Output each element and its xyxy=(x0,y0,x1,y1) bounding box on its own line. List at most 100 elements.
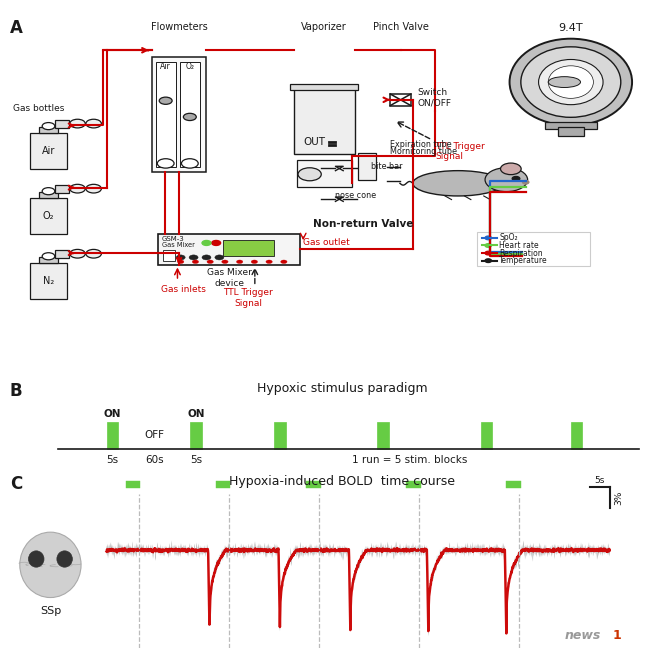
Circle shape xyxy=(522,180,529,184)
Text: Gas outlet: Gas outlet xyxy=(303,238,350,247)
Text: A: A xyxy=(10,19,22,37)
Bar xyxy=(358,152,376,180)
Bar xyxy=(155,62,176,167)
Text: Gas Mixer: Gas Mixer xyxy=(162,242,195,248)
Circle shape xyxy=(266,260,272,264)
Text: TTL Trigger
Signal: TTL Trigger Signal xyxy=(224,288,273,307)
Bar xyxy=(55,250,69,258)
Circle shape xyxy=(485,236,492,240)
Text: Mornitoring tube: Mornitoring tube xyxy=(390,147,457,156)
Text: Gas inlets: Gas inlets xyxy=(161,284,206,294)
Ellipse shape xyxy=(509,38,632,126)
Text: Flowmeters: Flowmeters xyxy=(151,22,207,33)
Circle shape xyxy=(184,113,196,120)
Circle shape xyxy=(207,260,213,264)
Text: B: B xyxy=(10,382,22,400)
Bar xyxy=(407,481,420,488)
Text: 5s: 5s xyxy=(595,476,605,485)
Circle shape xyxy=(178,260,184,264)
Circle shape xyxy=(501,163,521,174)
Circle shape xyxy=(157,159,174,168)
Circle shape xyxy=(251,260,257,264)
Bar xyxy=(30,263,66,299)
Bar xyxy=(480,422,492,449)
Circle shape xyxy=(280,260,287,264)
Text: Hypoxic stimulus paradigm: Hypoxic stimulus paradigm xyxy=(257,382,427,395)
Circle shape xyxy=(485,259,492,262)
Text: Switch
ON/OFF: Switch ON/OFF xyxy=(417,88,451,107)
Text: SpO₂: SpO₂ xyxy=(499,234,518,242)
Text: Gas bottles: Gas bottles xyxy=(13,104,64,113)
Bar xyxy=(297,159,351,187)
Circle shape xyxy=(42,187,55,195)
Bar xyxy=(30,198,66,234)
Circle shape xyxy=(485,251,492,255)
Text: Expiration tube: Expiration tube xyxy=(390,140,452,149)
Circle shape xyxy=(215,255,224,260)
Text: bite bar: bite bar xyxy=(371,161,403,171)
Circle shape xyxy=(86,184,101,193)
Bar xyxy=(293,86,355,154)
Circle shape xyxy=(42,253,55,260)
Bar xyxy=(55,120,69,128)
Circle shape xyxy=(236,260,243,264)
Bar xyxy=(39,126,57,133)
Ellipse shape xyxy=(538,59,603,105)
Ellipse shape xyxy=(57,551,72,567)
Bar xyxy=(126,481,140,488)
Text: GSM-3: GSM-3 xyxy=(162,236,185,242)
Text: O₂: O₂ xyxy=(43,211,54,221)
Bar xyxy=(558,127,584,136)
Circle shape xyxy=(176,255,185,260)
Text: 5s: 5s xyxy=(107,455,118,465)
Bar xyxy=(163,250,175,261)
Bar xyxy=(545,122,597,129)
Text: news: news xyxy=(565,629,601,642)
Ellipse shape xyxy=(548,77,580,87)
Bar xyxy=(55,185,69,193)
Bar xyxy=(307,481,320,488)
Bar xyxy=(477,232,590,266)
Text: Vaporizer: Vaporizer xyxy=(301,22,347,33)
Bar xyxy=(180,62,200,167)
Circle shape xyxy=(298,168,321,181)
Bar xyxy=(39,256,57,263)
Circle shape xyxy=(70,249,86,258)
Text: Heart rate: Heart rate xyxy=(499,241,539,250)
Circle shape xyxy=(182,159,198,168)
Bar xyxy=(377,422,389,449)
Text: C: C xyxy=(10,475,22,493)
Text: ON: ON xyxy=(188,409,205,419)
Circle shape xyxy=(159,97,172,104)
Bar xyxy=(107,422,118,449)
Circle shape xyxy=(86,249,101,258)
Text: Respiration: Respiration xyxy=(499,249,543,258)
Ellipse shape xyxy=(413,171,503,196)
Circle shape xyxy=(512,176,520,181)
Ellipse shape xyxy=(521,47,620,117)
Text: N₂: N₂ xyxy=(43,276,54,286)
Text: 5s: 5s xyxy=(190,455,202,465)
Circle shape xyxy=(202,255,211,260)
Ellipse shape xyxy=(548,66,594,98)
Bar xyxy=(151,57,207,173)
Text: ON: ON xyxy=(103,409,121,419)
Circle shape xyxy=(212,240,220,245)
Bar xyxy=(390,94,411,105)
Text: OFF: OFF xyxy=(144,430,164,441)
Text: OUT: OUT xyxy=(304,137,326,146)
Text: SSp: SSp xyxy=(39,605,61,616)
Text: Temperature: Temperature xyxy=(499,256,548,265)
Bar xyxy=(30,133,66,169)
Text: Gas Mixer
device: Gas Mixer device xyxy=(207,268,251,288)
Bar xyxy=(158,234,300,265)
Circle shape xyxy=(86,119,101,128)
Text: 1: 1 xyxy=(613,629,621,642)
Bar xyxy=(216,481,230,488)
Text: 9.4T: 9.4T xyxy=(559,23,583,33)
Circle shape xyxy=(485,168,528,191)
Bar xyxy=(274,422,286,449)
Circle shape xyxy=(192,260,199,264)
Text: Air: Air xyxy=(42,146,55,156)
Text: Hypoxia-induced BOLD  time course: Hypoxia-induced BOLD time course xyxy=(229,475,455,488)
